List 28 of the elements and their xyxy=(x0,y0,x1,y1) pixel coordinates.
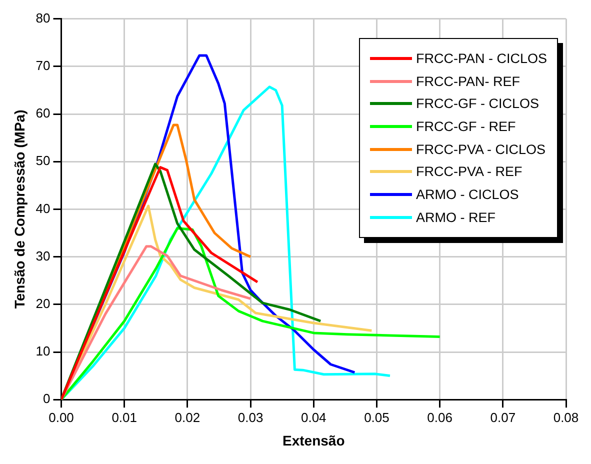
x-tick-label: 0.00 xyxy=(48,410,74,425)
y-tick-label: 60 xyxy=(36,106,50,121)
legend-label: FRCC-PAN- REF xyxy=(416,74,520,89)
y-tick-label: 30 xyxy=(36,248,50,264)
x-tick-label: 0.05 xyxy=(364,410,390,425)
y-tick-label: 20 xyxy=(36,296,50,311)
x-axis-title: Extensão xyxy=(282,432,345,448)
y-tick-label: 40 xyxy=(36,200,50,216)
legend-label: FRCC-PAN - CICLOS xyxy=(416,50,547,66)
x-tick-label: 0.04 xyxy=(300,410,326,425)
x-tick-label: 0.01 xyxy=(112,410,138,425)
legend-label: ARMO - REF xyxy=(416,210,496,225)
legend-label: ARMO - CICLOS xyxy=(416,186,519,202)
y-axis-title: Tensão de Compressão (MPa) xyxy=(11,110,28,309)
y-tick-label: 10 xyxy=(36,344,50,359)
x-tick-label: 0.02 xyxy=(174,410,200,425)
legend-label: FRCC-PVA - REF xyxy=(416,164,522,180)
y-tick-label: 80 xyxy=(36,10,50,26)
legend-label: FRCC-PVA - CICLOS xyxy=(416,142,546,157)
legend-label: FRCC-GF - CICLOS xyxy=(416,96,539,112)
x-tick-label: 0.07 xyxy=(490,410,516,425)
x-tick-label: 0.08 xyxy=(553,410,579,425)
x-tick-label: 0.03 xyxy=(238,410,264,425)
y-tick-label: 0 xyxy=(43,391,50,406)
y-tick-label: 50 xyxy=(36,153,50,168)
x-tick-label: 0.06 xyxy=(427,410,452,425)
y-tick-label: 70 xyxy=(36,58,50,73)
legend-label: FRCC-GF - REF xyxy=(416,118,516,134)
